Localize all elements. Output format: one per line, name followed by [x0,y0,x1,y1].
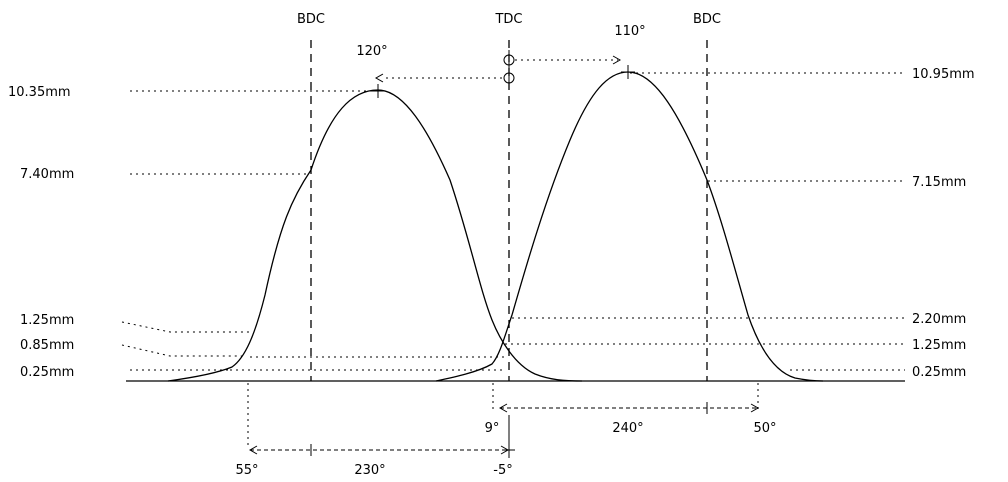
right-lift-curve [435,71,824,382]
lift-right-label: 2.20mm [912,312,966,327]
lift-left-label: 10.35mm [8,85,71,100]
right-peak-angle: 110° [614,24,645,39]
left-lift-curve [167,89,583,382]
left-open-angle: 55° [235,463,258,478]
left-close-angle: -5° [493,463,512,478]
right-open-angle: 50° [753,421,776,436]
left-duration-angle: 230° [354,463,385,478]
bdc-right-label: BDC [693,12,721,27]
right-duration-angle: 240° [612,421,643,436]
lift-right-label: 7.15mm [912,175,966,190]
lift-right-label: 0.25mm [912,365,966,380]
lift-left-label: 7.40mm [20,167,74,182]
lift-right-label: 10.95mm [912,67,975,82]
lift-left-label: 1.25mm [20,313,74,328]
left-peak-angle: 120° [356,44,387,59]
lift-left-label: 0.25mm [20,365,74,380]
tdc-label: TDC [494,12,522,27]
lift-left-label: 0.85mm [20,338,74,353]
right-close-angle: 9° [485,421,500,436]
bdc-left-label: BDC [297,12,325,27]
lift-right-label: 1.25mm [912,338,966,353]
